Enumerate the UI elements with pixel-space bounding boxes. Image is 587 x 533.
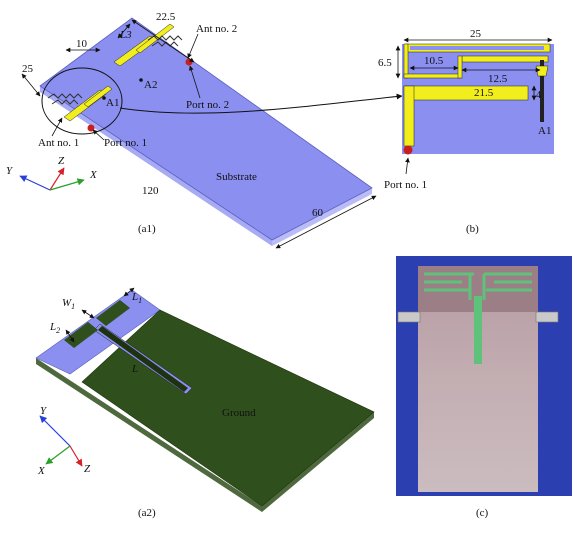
- detail-mid-frame: [403, 73, 461, 79]
- a2-w1-sub: 1: [71, 302, 75, 311]
- b-a1-label: A1: [538, 125, 551, 137]
- dim-60-label: 60: [312, 207, 324, 219]
- a2-axis-y-label: Y: [40, 405, 48, 417]
- a1-dot: [102, 96, 106, 100]
- a2-w1-label: W1: [62, 297, 75, 311]
- dim-10-label: 10: [76, 38, 88, 50]
- photo-antenna-right: [482, 272, 532, 300]
- ant-1-label: Ant no. 1: [38, 137, 79, 149]
- ground-front: [262, 412, 374, 512]
- port-2-label: Port no. 2: [186, 99, 229, 111]
- substrate-label: Substrate: [216, 171, 257, 183]
- a2-l1-text: L: [131, 291, 138, 303]
- antenna-1-meander: [47, 93, 83, 99]
- antenna-1-meander-2: [51, 99, 79, 105]
- axis-z-line: [49, 167, 65, 191]
- b-dim-215-label: 21.5: [474, 87, 494, 99]
- a2-dot: [139, 78, 143, 82]
- axis-y-line: [19, 175, 51, 191]
- b-dim-25-label: 25: [470, 28, 482, 40]
- panel-c: (c): [396, 256, 572, 519]
- detail-left-frame: [403, 43, 409, 79]
- photo-connector-left: [397, 311, 421, 323]
- dim-l3-label: L3: [119, 29, 132, 41]
- dim-25-line: [21, 73, 41, 97]
- dim-l3-line: [117, 23, 131, 39]
- feed-line: [98, 326, 188, 392]
- a2-axis-y-line: [39, 415, 71, 447]
- axes-a2: Y X Z: [37, 405, 91, 477]
- detail-mid-link: [457, 55, 463, 79]
- axis-x-line: [49, 178, 85, 191]
- a2-axis-z-line: [69, 445, 83, 467]
- a2-l1-label: L1: [131, 291, 142, 305]
- photo-antenna-left: [424, 272, 474, 300]
- a2-l2-text: L: [49, 321, 56, 333]
- a2-l2-label: L2: [49, 321, 60, 335]
- axis-y-label: Y: [6, 165, 14, 177]
- detail-feed-stem: [403, 85, 415, 147]
- ant-2-label: Ant no. 2: [196, 23, 237, 35]
- port-2-marker: [185, 58, 193, 66]
- photo-feed-line: [474, 296, 482, 364]
- b-port-label: Port no. 1: [384, 179, 427, 191]
- b-port-pointer: [405, 157, 410, 175]
- dim-22-5-line: [131, 19, 195, 63]
- a2-l1-line: [123, 287, 135, 297]
- caption-a1: (a1): [138, 223, 156, 235]
- a2-axis-x-label: X: [37, 465, 46, 477]
- ground-side: [36, 358, 262, 512]
- detail-feed-arm: [403, 85, 529, 101]
- caption-c: (c): [476, 507, 489, 519]
- b-dim-4-label: 4: [536, 90, 541, 101]
- a2-l2-line: [65, 329, 75, 343]
- dim-120-label: 120: [142, 185, 159, 197]
- b-dim-65-label: 6.5: [378, 57, 392, 69]
- ground-label: Ground: [222, 407, 256, 419]
- port-1-pointer: [92, 129, 105, 141]
- a2-l2-sub: 2: [56, 326, 60, 335]
- a2-l-label: L: [131, 363, 138, 375]
- a2-l1-sub: 1: [138, 296, 142, 305]
- a2-w1-text: W: [62, 297, 72, 309]
- ant-2-pointer: [187, 33, 199, 59]
- caption-b: (b): [466, 223, 479, 235]
- photo-connector-right: [535, 311, 559, 323]
- dim-25-label: 25: [22, 63, 34, 75]
- detail-right-stub: [540, 60, 544, 122]
- a2-axis-z-label: Z: [84, 463, 91, 475]
- dim-22-5-label: 22.5: [156, 11, 176, 23]
- ground-top-pad: [96, 300, 130, 326]
- ant-1-pointer: [51, 117, 63, 137]
- panel-a1: 10 25 L3 22.5 60 120 Ant no. 2 Port no. …: [6, 11, 377, 249]
- detail-port: [403, 145, 413, 155]
- dim-60-line: [275, 195, 377, 249]
- antenna-1: [47, 85, 113, 122]
- port-2-pointer: [188, 65, 201, 99]
- b-dim-125-label: 12.5: [488, 73, 508, 85]
- b-dim-105-label: 10.5: [424, 55, 444, 67]
- zoom-connector: [119, 93, 403, 114]
- caption-a2: (a2): [138, 507, 156, 519]
- panel-b: 25 6.5 10.5 12.5 21.5 4 A1 Port no. 1 (b…: [378, 28, 554, 235]
- axis-z-label: Z: [58, 155, 65, 167]
- a2-label: A2: [144, 79, 157, 91]
- ground-plane: [81, 309, 375, 507]
- substrate-side: [40, 86, 272, 246]
- a1-label: A1: [106, 97, 119, 109]
- a2-axis-x-line: [45, 445, 71, 465]
- detail-right-patch: [535, 65, 549, 77]
- axis-x-label: X: [89, 169, 98, 181]
- detail-mid-arm: [461, 55, 549, 63]
- panel-a2: W1 L1 L2 L Ground Y X Z (a2): [35, 287, 375, 519]
- a2-w1-line: [81, 309, 95, 319]
- substrate-top: [39, 17, 373, 241]
- axes-a1: Y Z X: [6, 155, 98, 191]
- detail-top-slot: [410, 46, 544, 50]
- antenna-1-arm: [83, 85, 113, 108]
- port-1-label: Port no. 1: [104, 137, 147, 149]
- antenna-1-highlight: [41, 67, 123, 135]
